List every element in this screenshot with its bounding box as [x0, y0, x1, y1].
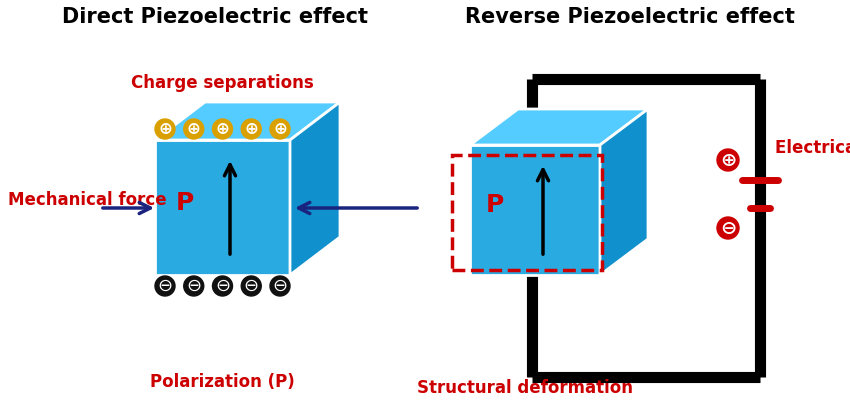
Polygon shape [290, 102, 340, 275]
Text: P: P [486, 193, 504, 217]
Text: ⊕: ⊕ [244, 120, 258, 138]
Circle shape [241, 119, 261, 139]
Text: ⊖: ⊖ [273, 277, 287, 295]
Text: ⊕: ⊕ [158, 120, 172, 138]
Text: Mechanical force: Mechanical force [8, 191, 167, 209]
Text: ⊖: ⊖ [157, 277, 173, 295]
Text: Polarization (P): Polarization (P) [150, 373, 294, 391]
Text: ⊕: ⊕ [720, 151, 736, 170]
Text: Direct Piezoelectric effect: Direct Piezoelectric effect [62, 7, 368, 27]
Circle shape [270, 119, 290, 139]
Text: ⊖: ⊖ [720, 219, 736, 237]
Text: Reverse Piezoelectric effect: Reverse Piezoelectric effect [465, 7, 795, 27]
Text: P: P [176, 191, 194, 215]
Text: Structural deformation: Structural deformation [417, 379, 633, 397]
Circle shape [212, 276, 233, 296]
Circle shape [155, 276, 175, 296]
Circle shape [155, 119, 175, 139]
Circle shape [717, 217, 739, 239]
Polygon shape [470, 109, 648, 145]
Text: ⊕: ⊕ [187, 120, 201, 138]
Circle shape [184, 276, 204, 296]
Polygon shape [155, 102, 340, 140]
Text: ⊖: ⊖ [215, 277, 230, 295]
Circle shape [270, 276, 290, 296]
Text: ⊕: ⊕ [216, 120, 230, 138]
Bar [452, 155, 602, 270]
Circle shape [717, 149, 739, 171]
Circle shape [184, 119, 204, 139]
Circle shape [241, 276, 261, 296]
Text: Electrical input: Electrical input [775, 139, 850, 157]
Polygon shape [155, 140, 290, 275]
Text: ⊖: ⊖ [244, 277, 258, 295]
Circle shape [212, 119, 233, 139]
Polygon shape [470, 145, 600, 275]
Polygon shape [600, 109, 648, 275]
Text: Charge separations: Charge separations [131, 74, 314, 92]
Text: ⊕: ⊕ [273, 120, 287, 138]
Text: ⊖: ⊖ [186, 277, 201, 295]
